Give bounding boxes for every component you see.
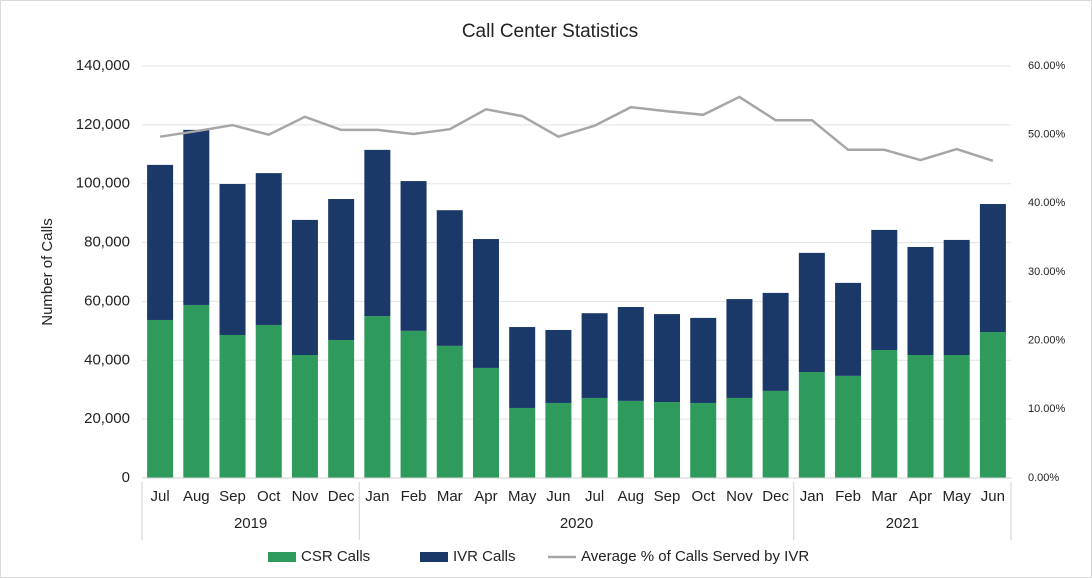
bar — [545, 329, 572, 403]
bar — [219, 334, 246, 478]
legend-label: CSR Calls — [301, 548, 370, 565]
x-tick-label: Feb — [835, 488, 861, 505]
bar — [617, 307, 644, 401]
x-tick-label: May — [943, 488, 972, 505]
bar — [255, 173, 282, 325]
x-tick-label: Dec — [328, 488, 355, 505]
bar — [581, 397, 608, 478]
x-tick-label: Apr — [909, 488, 932, 505]
y2-tick-label: 50.00% — [1028, 129, 1066, 141]
y-tick-label: 40,000 — [84, 351, 130, 368]
y2-tick-label: 40.00% — [1028, 197, 1066, 209]
chart-title: Call Center Statistics — [462, 21, 638, 42]
x-tick-label: Feb — [401, 488, 427, 505]
x-tick-label: May — [508, 488, 537, 505]
y2-tick-label: 0.00% — [1028, 472, 1059, 484]
bar — [183, 129, 210, 305]
bar — [798, 252, 825, 373]
bar — [328, 199, 355, 340]
bar — [509, 327, 536, 408]
bar — [871, 229, 898, 350]
bar — [183, 304, 210, 478]
bar — [255, 324, 282, 478]
x-tick-label: Jan — [365, 488, 389, 505]
bar — [581, 313, 608, 398]
bar — [291, 354, 318, 478]
bar — [943, 354, 970, 478]
x-tick-label: Sep — [654, 488, 681, 505]
bar — [364, 316, 391, 478]
x-tick-label: Mar — [437, 488, 463, 505]
bar — [654, 314, 681, 403]
y-tick-label: 0 — [122, 469, 130, 486]
x-group-label: 2021 — [886, 515, 919, 532]
line — [159, 95, 994, 162]
bar — [219, 184, 246, 335]
x-tick-label: Jun — [546, 488, 570, 505]
bar — [726, 299, 753, 398]
bar — [762, 292, 789, 391]
bar — [472, 367, 499, 478]
y2-tick-label: 30.00% — [1028, 266, 1066, 278]
bar — [835, 375, 862, 478]
y2-tick-label: 60.00% — [1028, 60, 1066, 72]
y2-tick-label: 20.00% — [1028, 335, 1066, 347]
bar — [147, 164, 174, 320]
bar — [654, 402, 681, 478]
y-tick-label: 80,000 — [84, 234, 130, 251]
x-group-label: 2019 — [234, 515, 267, 532]
x-tick-label: Mar — [871, 488, 897, 505]
x-group-label: 2020 — [560, 515, 593, 532]
bar — [690, 402, 717, 478]
bar — [147, 319, 174, 478]
bar — [835, 282, 862, 376]
bar — [472, 239, 499, 368]
bar — [907, 354, 934, 478]
bar — [400, 330, 427, 478]
y-tick-label: 120,000 — [76, 116, 130, 133]
bar — [436, 345, 463, 478]
x-tick-label: Sep — [219, 488, 246, 505]
x-tick-label: Jul — [585, 488, 604, 505]
y-axis-label: Number of Calls — [39, 218, 56, 326]
bar — [617, 400, 644, 478]
bar — [907, 246, 934, 355]
x-tick-label: Jun — [981, 488, 1005, 505]
bar — [871, 349, 898, 478]
y2-tick-label: 10.00% — [1028, 403, 1066, 415]
bar — [726, 397, 753, 478]
x-tick-label: Jul — [151, 488, 170, 505]
bar — [943, 239, 970, 355]
bar — [762, 390, 789, 478]
bar — [400, 181, 427, 331]
bar — [328, 339, 355, 478]
x-tick-label: Apr — [474, 488, 497, 505]
legend-label: IVR Calls — [453, 548, 516, 565]
x-tick-label: Aug — [617, 488, 644, 505]
y-tick-label: 140,000 — [76, 57, 130, 74]
y-tick-label: 20,000 — [84, 410, 130, 427]
x-tick-label: Oct — [692, 488, 716, 505]
bar — [690, 317, 717, 403]
x-tick-label: Oct — [257, 488, 281, 505]
legend-label: Average % of Calls Served by IVR — [581, 548, 809, 565]
bar — [798, 372, 825, 478]
x-tick-label: Jan — [800, 488, 824, 505]
bar — [509, 407, 536, 478]
bar — [364, 149, 391, 317]
bar — [436, 210, 463, 346]
y-tick-label: 100,000 — [76, 175, 130, 192]
bar — [979, 332, 1006, 478]
bar — [545, 402, 572, 478]
bar — [291, 219, 318, 355]
y-tick-label: 60,000 — [84, 292, 130, 309]
x-tick-label: Dec — [762, 488, 789, 505]
bar — [979, 204, 1006, 333]
legend-swatch — [268, 552, 296, 562]
x-tick-label: Nov — [292, 488, 319, 505]
legend-swatch — [420, 552, 448, 562]
x-tick-label: Nov — [726, 488, 753, 505]
x-tick-label: Aug — [183, 488, 210, 505]
